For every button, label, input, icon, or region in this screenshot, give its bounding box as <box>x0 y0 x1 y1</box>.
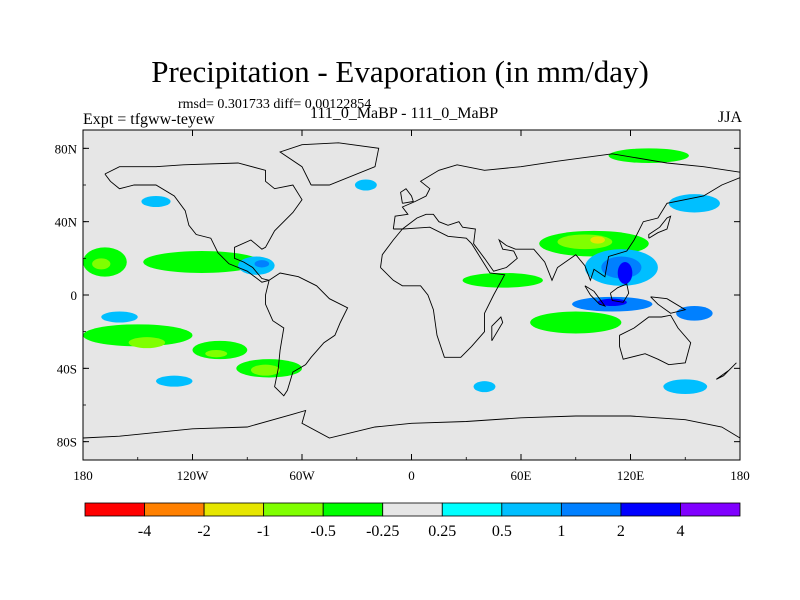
coastline-africa <box>380 226 506 358</box>
coastline-madagascar <box>491 316 504 342</box>
coastline-north-america <box>104 162 303 283</box>
coastline-sumatra <box>584 285 607 307</box>
coastline-new-guinea <box>650 296 687 314</box>
x-tick-label: 60W <box>289 468 315 483</box>
coastlines <box>83 142 740 439</box>
anomaly-regions <box>83 148 720 394</box>
x-tick-label: 0 <box>408 468 415 483</box>
y-tick-label: 40N <box>55 215 78 230</box>
coastline-japan <box>648 215 672 239</box>
coastline-new-zealand <box>716 362 737 380</box>
region-n-pacific-east-band <box>143 251 261 273</box>
region-s-pacific-band <box>83 324 193 347</box>
region-maritime-core <box>597 298 627 307</box>
region-arctic-east <box>608 148 689 164</box>
region-s-ocean-cyan-mid <box>473 381 496 393</box>
period-label: 111_0_MaBP - 111_0_MaBP <box>310 105 499 122</box>
plot-background <box>83 130 740 460</box>
region-arabian-sea-band <box>462 273 543 288</box>
region-indian-ocean-dry <box>530 311 622 334</box>
coastline-antarctica <box>83 409 740 439</box>
coastline-south-america <box>265 272 349 397</box>
coastline-eurasia <box>392 153 740 282</box>
region-east-asia-core <box>557 234 613 250</box>
y-tick-label: 80S <box>57 435 77 450</box>
region-sw-pacific-moist <box>676 306 713 321</box>
x-tick-label: 180 <box>73 468 93 483</box>
axes: 180 120W 60W 0 60E 120E 180 80N 40N 0 40S 80S <box>55 130 750 483</box>
coastline-borneo <box>609 283 630 303</box>
season-label: JJA <box>717 109 742 126</box>
chart-title: Precipitation - Evaporation (in mm/day) <box>151 54 649 89</box>
coastline-greenland <box>279 142 380 186</box>
y-tick-label: 80N <box>55 141 78 156</box>
x-tick-label: 120E <box>617 468 645 483</box>
coastline-australia <box>619 314 692 366</box>
region-equatorial-cyan-west <box>101 311 138 323</box>
stats-label: rmsd= 0.301733 diff= 0.00122854 <box>178 97 372 112</box>
region-siberia-cyan <box>668 194 720 213</box>
y-tick-label: 40S <box>57 361 77 376</box>
region-central-america-core <box>254 260 270 268</box>
region-s-pacific-east-core <box>205 350 228 358</box>
region-s-indian-ocean-cyan <box>663 379 708 394</box>
region-east-asia-peak <box>590 236 605 244</box>
region-n-pacific-west-core <box>92 258 111 270</box>
x-tick-label: 60E <box>511 468 532 483</box>
y-tick-label: 0 <box>71 288 78 303</box>
region-monsoon-peak <box>617 262 633 284</box>
region-n-atlantic-cyan <box>354 179 377 191</box>
region-s-pacific-core <box>128 337 166 349</box>
region-s-ocean-cyan-west <box>156 375 193 387</box>
region-n-atlantic-west <box>141 196 171 207</box>
x-tick-label: 180 <box>730 468 750 483</box>
region-s-pacific-far-east-core <box>250 364 281 376</box>
coastline-uk <box>400 188 414 204</box>
x-tick-label: 120W <box>177 468 210 483</box>
experiment-label: Expt = tfgww-teyew <box>83 111 215 128</box>
